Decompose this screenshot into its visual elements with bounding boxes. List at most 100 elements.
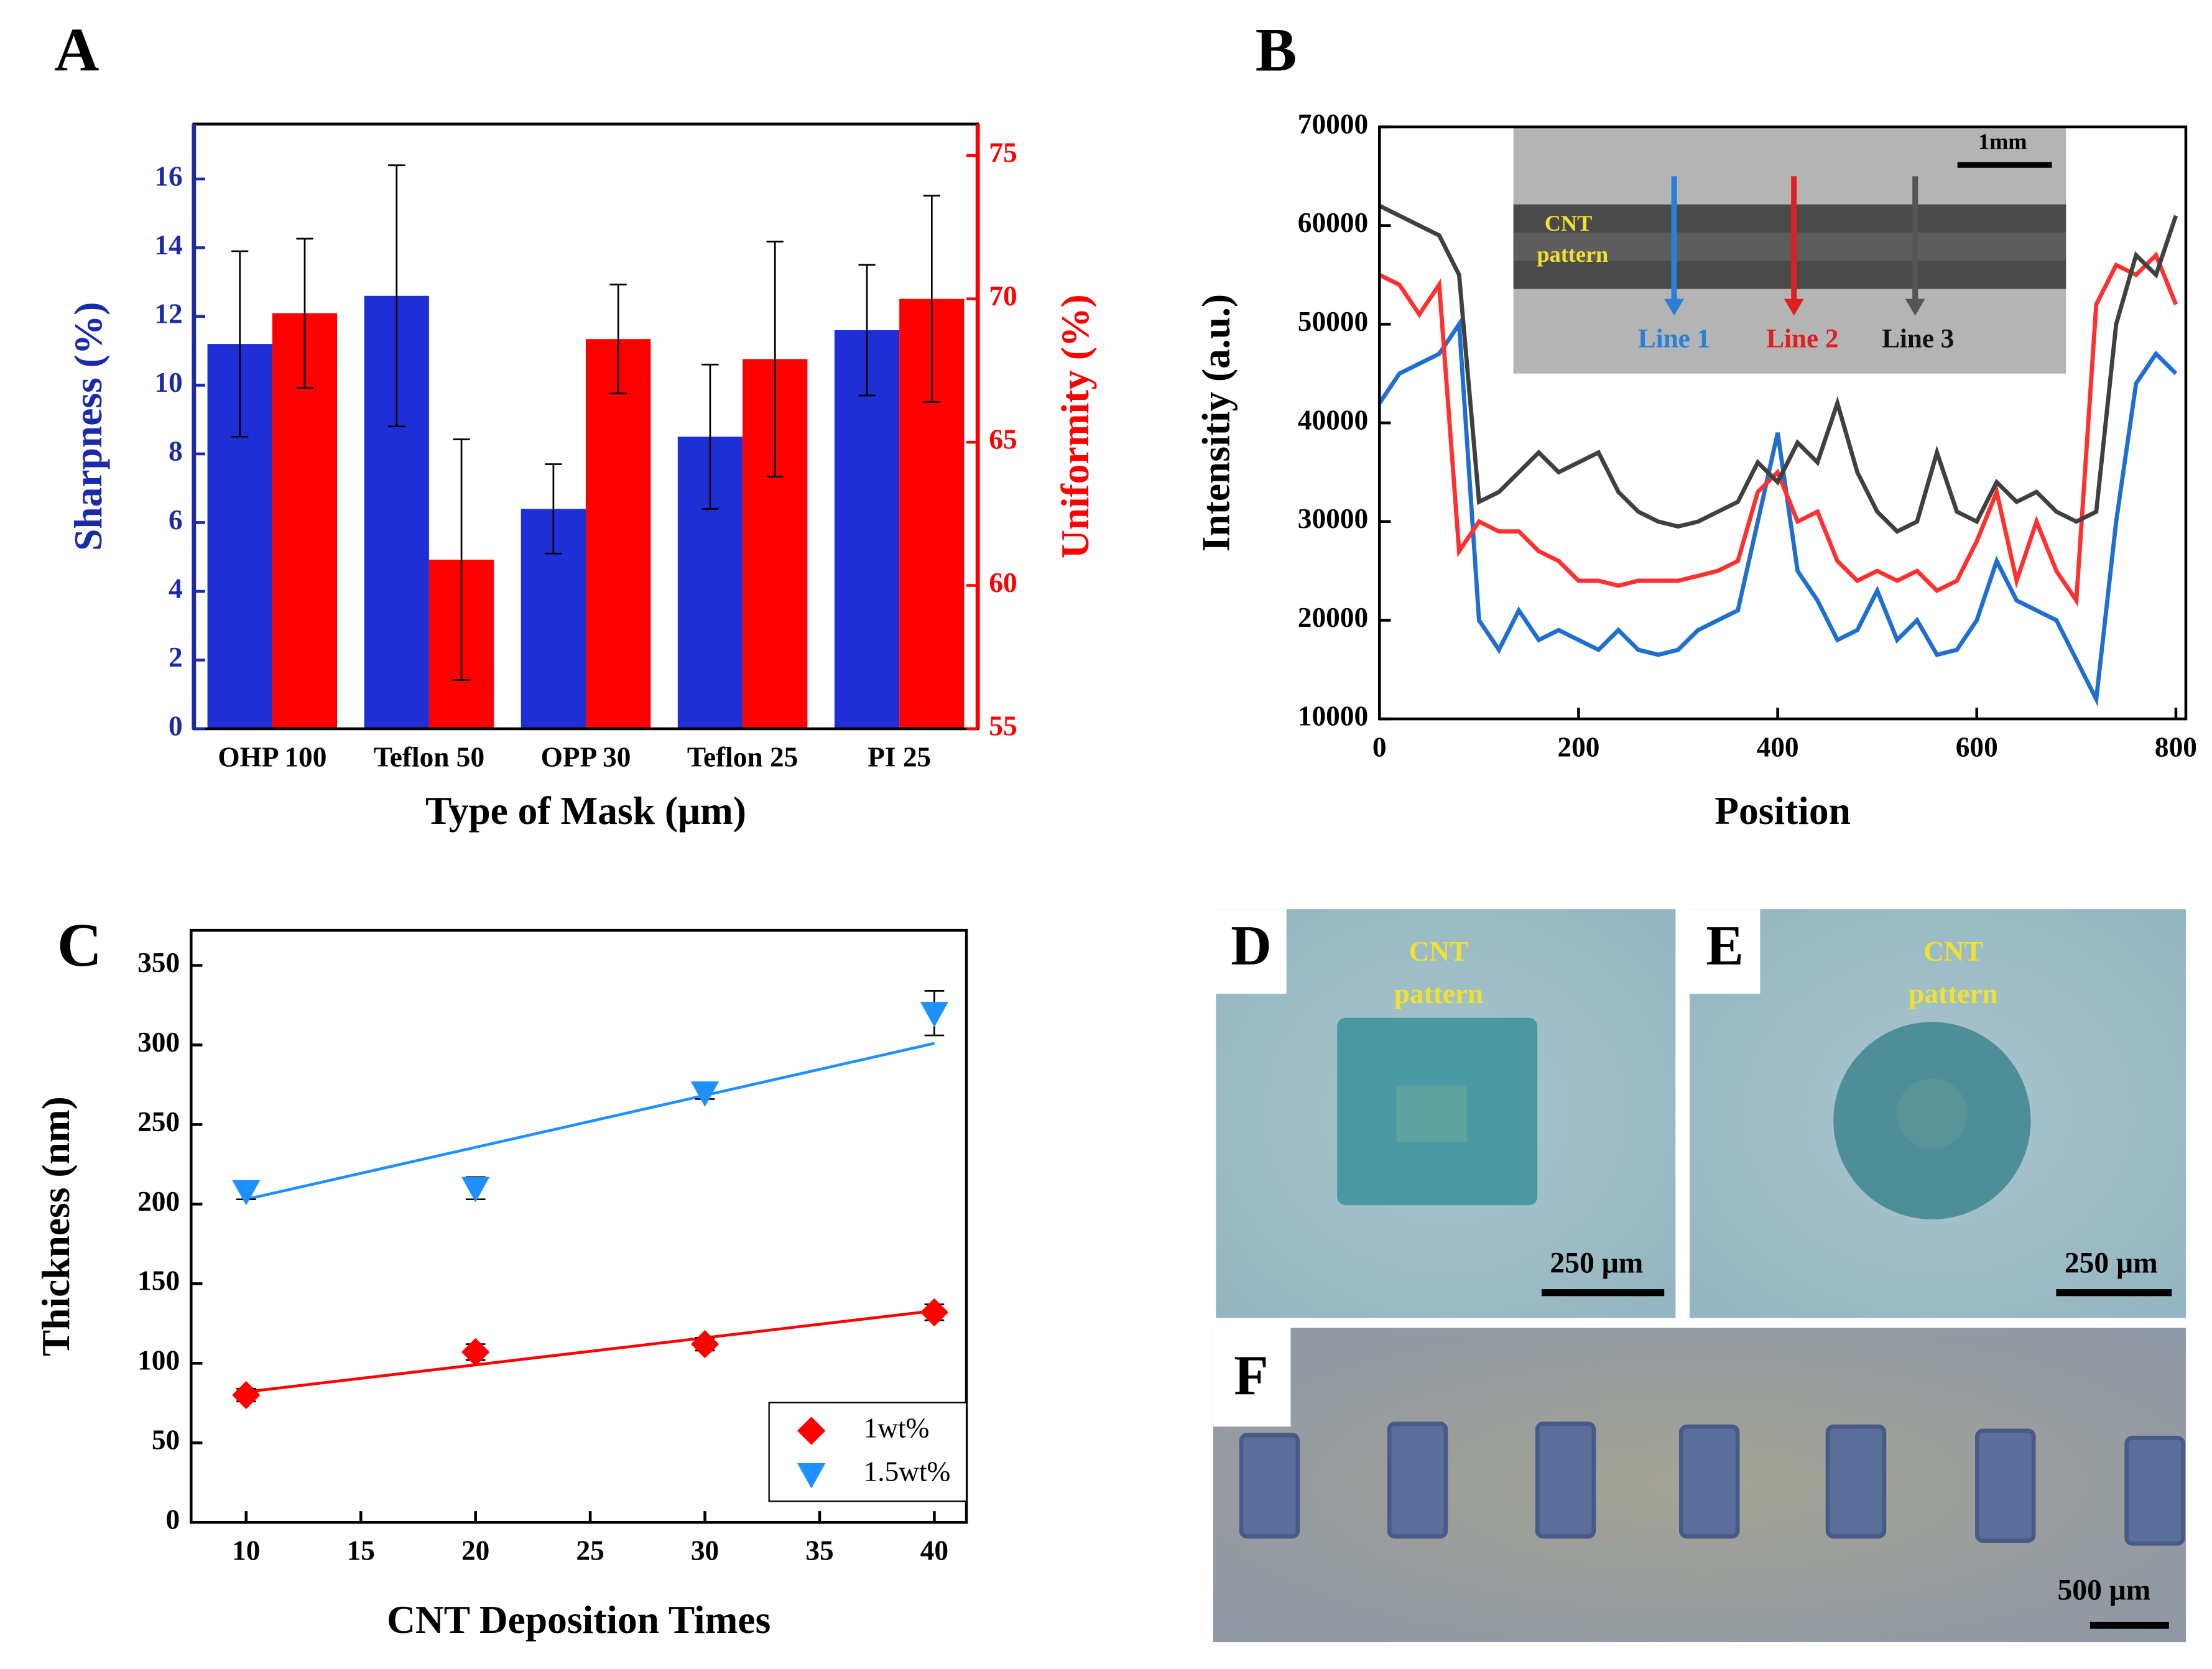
panel-label: B bbox=[1256, 16, 1297, 85]
panel-label: C bbox=[57, 910, 102, 979]
y-tick-label: 50000 bbox=[1298, 306, 1368, 337]
marker bbox=[797, 1417, 826, 1445]
error-bar bbox=[609, 284, 627, 395]
y-axis-title: Sharpness (%) bbox=[66, 302, 110, 551]
image-text: pattern bbox=[1394, 978, 1484, 1009]
x-tick-label: Teflon 50 bbox=[374, 741, 484, 772]
panel-label: D bbox=[1231, 914, 1271, 977]
error-bar bbox=[766, 241, 784, 478]
marker bbox=[232, 1380, 261, 1410]
y-tick-label: 50 bbox=[152, 1425, 180, 1456]
x-tick-label: 0 bbox=[1372, 731, 1387, 762]
x-tick-label: 400 bbox=[1757, 731, 1799, 762]
y-tick-label: 2 bbox=[169, 642, 183, 673]
marker bbox=[797, 1463, 826, 1489]
y-tick-label: 70 bbox=[989, 280, 1017, 312]
image-e bbox=[1689, 909, 2186, 1318]
y-tick-label: 200 bbox=[137, 1186, 180, 1217]
x-tick-label: OPP 30 bbox=[541, 741, 631, 772]
y-tick-label: 70000 bbox=[1298, 108, 1368, 139]
x-tick-label: 800 bbox=[2155, 731, 2197, 762]
bar bbox=[586, 339, 651, 729]
x-tick-label: 200 bbox=[1557, 731, 1599, 762]
y-tick-label: 300 bbox=[137, 1027, 180, 1058]
y-tick-label: 60000 bbox=[1298, 207, 1368, 238]
error-bar bbox=[701, 363, 719, 510]
y-tick-label: 75 bbox=[989, 137, 1017, 169]
inset-label: Line 2 bbox=[1766, 324, 1838, 353]
legend-label: 1wt% bbox=[864, 1412, 930, 1443]
marker bbox=[920, 1002, 949, 1027]
image-text: CNT bbox=[1923, 936, 1983, 967]
y-tick-label: 40000 bbox=[1298, 404, 1368, 435]
x-axis-title: Type of Mask (μm) bbox=[425, 788, 746, 833]
y-tick-label: 4 bbox=[169, 573, 183, 604]
y-tick-label: 30000 bbox=[1298, 503, 1368, 534]
error-bar bbox=[858, 264, 876, 397]
y-tick-label: 10000 bbox=[1298, 701, 1368, 732]
bar bbox=[834, 330, 900, 729]
x-axis-title: CNT Deposition Times bbox=[387, 1597, 770, 1642]
x-tick-label: 40 bbox=[920, 1535, 948, 1566]
error-bar bbox=[296, 238, 313, 389]
line-series bbox=[1377, 318, 2178, 707]
x-tick-label: 600 bbox=[1956, 731, 1998, 762]
x-tick-label: 15 bbox=[347, 1535, 375, 1566]
legend-label: 1.5wt% bbox=[864, 1456, 951, 1487]
scale-bar-label: 1mm bbox=[1978, 129, 2027, 154]
panel-label: F bbox=[1234, 1344, 1268, 1407]
x-tick-label: OHP 100 bbox=[218, 741, 326, 772]
x-tick-label: 30 bbox=[691, 1535, 719, 1566]
y-tick-label: 8 bbox=[169, 435, 183, 466]
error-bar bbox=[923, 195, 940, 403]
panel-label: E bbox=[1706, 914, 1743, 977]
y-tick-label: 10 bbox=[154, 367, 182, 398]
x-tick-label: 25 bbox=[576, 1535, 604, 1566]
legend-box bbox=[768, 1402, 968, 1502]
inset-text: pattern bbox=[1537, 242, 1608, 267]
y-tick-label: 350 bbox=[137, 947, 180, 978]
image-d bbox=[1216, 909, 1676, 1318]
y-tick-label: 60 bbox=[989, 567, 1017, 598]
inset-image bbox=[1513, 127, 2066, 374]
error-bar bbox=[231, 250, 249, 438]
scale-bar-label: 500 μm bbox=[2057, 1574, 2150, 1607]
y-tick-label: 12 bbox=[154, 298, 182, 329]
error-bar bbox=[388, 164, 405, 428]
image-f bbox=[1213, 1328, 2186, 1642]
inset-label: Line 1 bbox=[1638, 324, 1710, 353]
image-text: CNT bbox=[1409, 936, 1469, 967]
x-tick-label: 20 bbox=[461, 1535, 489, 1566]
marker bbox=[461, 1338, 490, 1367]
line-series bbox=[1378, 203, 2178, 534]
y-tick-label: 150 bbox=[137, 1265, 180, 1297]
error-bar bbox=[453, 438, 470, 681]
fit-line bbox=[246, 1042, 935, 1201]
y-axis-title: Intensitiy (a.u.) bbox=[1194, 294, 1238, 552]
y-tick-label: 250 bbox=[137, 1106, 180, 1137]
y-tick-label: 100 bbox=[137, 1345, 180, 1376]
marker bbox=[461, 1177, 490, 1203]
y-tick-label: 0 bbox=[169, 710, 183, 741]
x-tick-label: Teflon 25 bbox=[687, 741, 798, 772]
scale-bar-label: 250 μm bbox=[2065, 1247, 2158, 1280]
y-tick-label: 6 bbox=[169, 504, 183, 535]
x-tick-label: 35 bbox=[805, 1535, 833, 1566]
marker bbox=[690, 1329, 720, 1359]
error-bar bbox=[545, 463, 562, 555]
marker bbox=[690, 1081, 720, 1107]
inset-text: CNT bbox=[1545, 211, 1593, 236]
y2-axis-title: Uniformity (%) bbox=[1053, 294, 1097, 558]
y-tick-label: 0 bbox=[165, 1504, 180, 1535]
y-tick-label: 16 bbox=[154, 160, 182, 192]
x-axis-title: Position bbox=[1715, 788, 1851, 833]
y-axis-title: Thickness (nm) bbox=[34, 1096, 78, 1356]
marker bbox=[920, 1298, 949, 1327]
scale-bar-label: 250 μm bbox=[1550, 1247, 1643, 1280]
y-tick-label: 14 bbox=[154, 229, 182, 261]
y-tick-label: 20000 bbox=[1298, 602, 1368, 633]
y-tick-label: 65 bbox=[989, 423, 1017, 455]
x-tick-label: PI 25 bbox=[868, 741, 931, 772]
x-tick-label: 10 bbox=[232, 1535, 260, 1566]
